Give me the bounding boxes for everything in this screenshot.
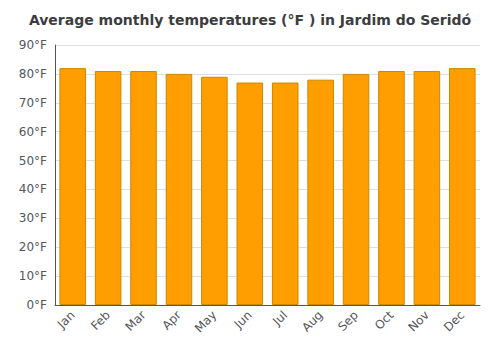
svg-text:Apr: Apr [159, 308, 184, 333]
svg-text:Aug: Aug [299, 308, 325, 334]
svg-text:Oct: Oct [372, 308, 397, 333]
svg-text:Mar: Mar [123, 308, 149, 334]
svg-text:30°F: 30°F [19, 211, 47, 225]
svg-text:Sep: Sep [335, 308, 361, 334]
svg-text:70°F: 70°F [19, 96, 47, 110]
svg-text:0°F: 0°F [26, 298, 47, 312]
svg-text:90°F: 90°F [19, 38, 47, 52]
svg-text:Nov: Nov [405, 308, 431, 334]
svg-text:Average monthly temperatures (: Average monthly temperatures (°F ) in Ja… [29, 12, 472, 28]
svg-text:10°F: 10°F [19, 269, 47, 283]
svg-text:Feb: Feb [88, 308, 113, 333]
svg-text:Jul: Jul [269, 308, 290, 329]
svg-text:40°F: 40°F [19, 182, 47, 196]
svg-text:Jan: Jan [54, 308, 78, 332]
svg-text:Jun: Jun [231, 308, 255, 332]
svg-text:Dec: Dec [441, 308, 467, 334]
svg-text:May: May [192, 308, 219, 335]
svg-text:80°F: 80°F [19, 67, 47, 81]
svg-text:20°F: 20°F [19, 240, 47, 254]
svg-text:60°F: 60°F [19, 125, 47, 139]
svg-text:50°F: 50°F [19, 154, 47, 168]
